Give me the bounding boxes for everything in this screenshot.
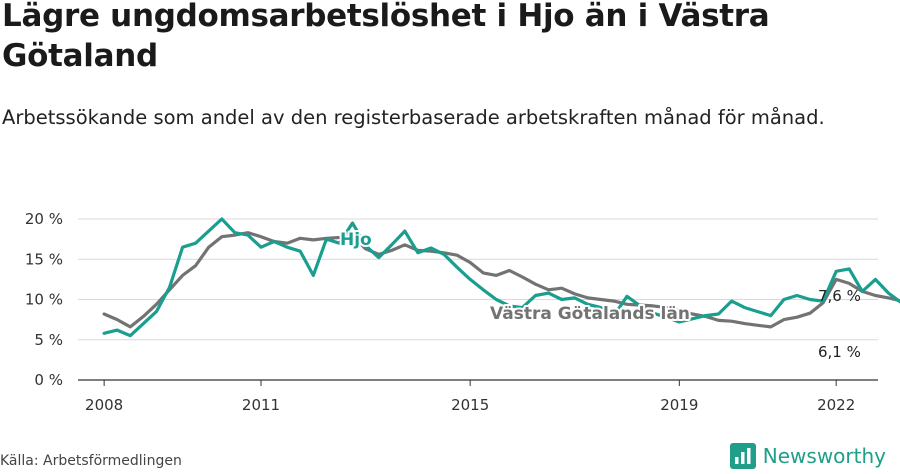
x-axis: 2008 2011 2015 2019 2022 xyxy=(85,380,855,414)
y-tick-label: 20 % xyxy=(25,210,63,228)
series-label-hjo: Hjo xyxy=(340,230,372,250)
newsworthy-brand[interactable]: Newsworthy xyxy=(729,442,886,470)
chart-subtitle: Arbetssökande som andel av den registerb… xyxy=(2,106,825,129)
y-tick-label: 15 % xyxy=(25,250,63,268)
x-tick-label: 2019 xyxy=(660,396,698,414)
y-tick-label: 0 % xyxy=(34,371,63,389)
x-tick-label: 2015 xyxy=(451,396,489,414)
gridlines xyxy=(78,218,878,381)
newsworthy-logo-icon xyxy=(729,443,756,469)
series-label-vastra-gotalands-lan: Västra Götalands län xyxy=(490,304,690,324)
x-tick-label: 2011 xyxy=(242,396,280,414)
end-markers: 7,6 % 6,1 % xyxy=(818,287,861,361)
x-tick-label: 2008 xyxy=(85,396,123,414)
series-line-hjo xyxy=(102,217,900,338)
series-labels: Hjo Västra Götalands län xyxy=(338,228,692,326)
source-note: Källa: Arbetsförmedlingen xyxy=(0,453,182,469)
series-lines xyxy=(102,217,900,338)
y-tick-label: 5 % xyxy=(34,331,63,349)
y-axis-ticks: 0 % 5 % 10 % 15 % 20 % xyxy=(25,210,63,389)
end-label-hjo: 6,1 % xyxy=(818,343,861,361)
end-label-vastra: 7,6 % xyxy=(818,287,861,305)
brand-name: Newsworthy xyxy=(762,444,886,468)
chart-title: Lägre ungdomsarbetslöshet i Hjo än i Väs… xyxy=(2,0,770,74)
x-tick-label: 2022 xyxy=(817,396,855,414)
y-tick-label: 10 % xyxy=(25,291,63,309)
